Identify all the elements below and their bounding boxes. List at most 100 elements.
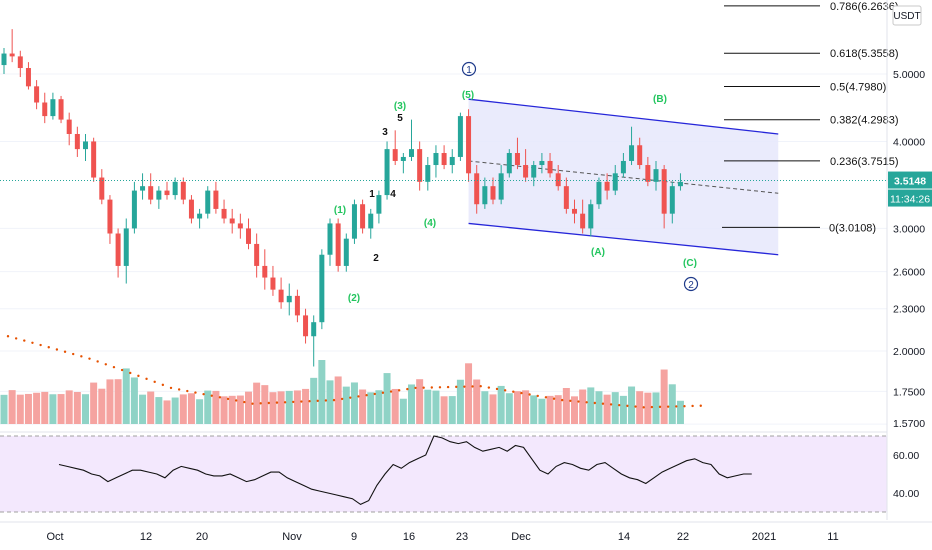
volume-ma-dot — [503, 389, 507, 392]
volume-ma-dot — [634, 405, 637, 408]
volume-bar — [253, 382, 261, 424]
volume-bar — [204, 390, 212, 424]
candle-body — [197, 213, 203, 219]
volume-ma-dot — [585, 401, 588, 404]
volume-bar — [310, 377, 318, 424]
volume-bar — [619, 395, 627, 424]
volume-ma-dot — [137, 374, 140, 378]
candle-body — [669, 186, 675, 214]
wave-circle — [683, 276, 699, 292]
volume-bar — [293, 390, 301, 424]
volume-ma-dot — [650, 405, 654, 409]
volume-ma-dot — [381, 391, 385, 394]
volume-ma-dot — [47, 346, 50, 349]
volume-ma-dot — [438, 386, 442, 389]
candle-body — [50, 99, 56, 117]
volume-bar — [481, 391, 489, 424]
volume-ma-dot — [520, 391, 523, 395]
volume-bar — [318, 360, 326, 424]
candle-body — [237, 223, 243, 229]
price-axis[interactable]: 65.00004.00003.00002.60002.30002.00001.7… — [886, 0, 932, 520]
volume-ma-dot — [495, 387, 499, 391]
volume-ma-dot — [569, 399, 572, 403]
wave-label: (1) — [334, 205, 346, 216]
volume-ma-dot — [552, 397, 556, 400]
rsi-line — [58, 435, 752, 506]
candle-body — [286, 295, 292, 303]
wave-label: 2 — [688, 280, 694, 291]
candle-body — [629, 145, 635, 161]
volume-bars — [0, 335, 702, 424]
candle-body — [311, 322, 317, 337]
candle-body — [637, 145, 643, 166]
wave-label: (3) — [394, 101, 406, 112]
candle-body — [482, 186, 488, 205]
candle-body — [254, 243, 260, 266]
volume-bar — [326, 380, 334, 424]
volume-bar — [33, 392, 41, 424]
volume-ma-dot — [55, 348, 59, 351]
volume-bar — [171, 397, 179, 424]
volume-ma-dot — [39, 343, 42, 347]
volume-ma-dot — [194, 391, 197, 394]
price-tick-label: 5.0000 — [893, 69, 925, 81]
price-tick-label: 2.6000 — [893, 267, 925, 279]
fib-label: 0.786(6.2636) — [830, 1, 899, 13]
time-axis[interactable]: Oct 12 20 Nov 9 16 23 Dec 14 22 2021 11 — [0, 521, 932, 543]
rsi-tick-label: 40.00 — [893, 488, 919, 500]
fib-label: 0.236(3.7515) — [830, 156, 899, 168]
candle-body — [474, 173, 480, 205]
volume-bar — [139, 394, 147, 424]
time-tick-label: 2021 — [752, 531, 776, 543]
volume-bar — [285, 390, 293, 424]
volume-bar — [212, 390, 220, 424]
candle-body — [25, 68, 31, 87]
volume-bar — [497, 385, 505, 424]
volume-ma-dot — [251, 402, 254, 405]
candle-body — [360, 204, 366, 229]
volume-bar — [98, 388, 106, 424]
fibonacci-levels[interactable]: 0.786(6.2636) 0.618(5.3558) 0.5(4.7980) 0.3… — [722, 1, 899, 234]
volume-bar — [261, 385, 269, 424]
candle-body — [42, 102, 48, 117]
volume-ma-dot — [243, 400, 246, 404]
wave-label: (C) — [683, 258, 697, 269]
volume-bar — [611, 392, 619, 424]
price-tick-label: 2.0000 — [893, 346, 925, 358]
volume-bar — [603, 394, 611, 424]
wave-label: 5 — [397, 113, 403, 124]
candle-body — [604, 181, 610, 191]
volume-ma-dot — [120, 368, 124, 372]
wave-label: (B) — [653, 94, 667, 105]
volume-bar — [334, 376, 342, 424]
volume-ma-dot — [186, 389, 189, 393]
volume-bar — [562, 387, 570, 424]
volume-bar — [571, 396, 578, 424]
wave-label: 2 — [373, 253, 379, 264]
volume-ma-dot — [658, 405, 662, 409]
volume-ma-dot — [389, 390, 393, 393]
volume-bar — [538, 398, 546, 424]
time-tick-label: 12 — [140, 531, 152, 543]
volume-bar — [114, 379, 122, 424]
volume-bar — [196, 399, 204, 424]
rsi-tick-label: 60.00 — [893, 450, 919, 462]
candle-body — [441, 153, 447, 166]
last-price-label: 3.5148 — [894, 176, 926, 188]
volume-ma-dot — [6, 335, 10, 338]
volume-ma-dot — [80, 355, 83, 358]
candle-body — [34, 86, 40, 103]
candle-body — [547, 160, 553, 174]
price-tick-label: 1.7500 — [893, 386, 925, 398]
volume-ma-dot — [414, 386, 417, 390]
candles — [1, 29, 683, 367]
volume-bar — [489, 394, 497, 424]
volume-bar — [644, 392, 652, 424]
volume-ma-dot — [536, 394, 539, 398]
candle-body — [677, 181, 683, 187]
volume-bar — [448, 396, 456, 424]
volume-bar — [595, 391, 603, 424]
candle-body — [91, 141, 97, 178]
candle-body — [539, 160, 545, 166]
